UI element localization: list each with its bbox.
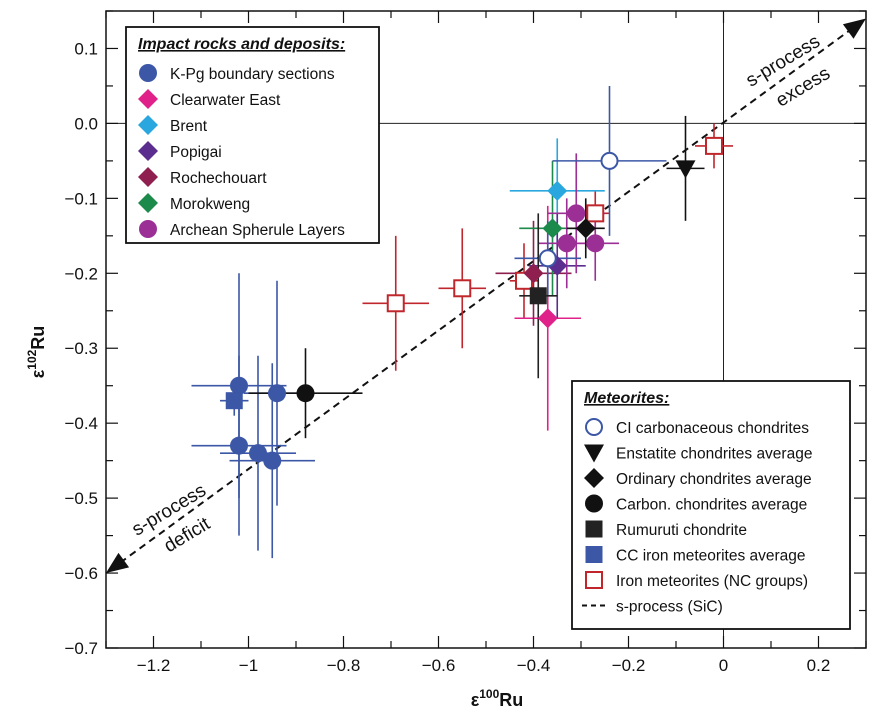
y-tick-label-7: −0.6 bbox=[64, 564, 98, 583]
data-point-5-0 bbox=[547, 180, 568, 201]
legend-impact-marker-3 bbox=[138, 141, 158, 161]
legend-met-label-6: Iron meteorites (NC groups) bbox=[616, 573, 808, 590]
data-point-9-1 bbox=[557, 234, 576, 253]
data-point-6-0 bbox=[547, 255, 568, 276]
arrowhead-excess bbox=[842, 18, 866, 39]
legend-met-marker-3 bbox=[585, 494, 603, 513]
y-tick-label-4: −0.3 bbox=[64, 339, 98, 358]
legend-impact-label-6: Archean Spherule Layers bbox=[170, 222, 345, 239]
x-tick-label-2: −0.8 bbox=[327, 656, 361, 675]
data-point-0-2 bbox=[230, 436, 248, 455]
s-process-line bbox=[119, 28, 853, 564]
legend-met-label-7: s-process (SiC) bbox=[616, 599, 723, 616]
legend-impact-marker-1 bbox=[138, 89, 158, 109]
x-axis-label: ε100Ru bbox=[471, 687, 524, 710]
x-tick-label-5: −0.2 bbox=[612, 656, 646, 675]
data-point-3-4 bbox=[705, 136, 723, 155]
data-point-0-3 bbox=[249, 444, 267, 463]
x-tick-label-4: −0.4 bbox=[517, 656, 551, 675]
y-tick-label-6: −0.5 bbox=[64, 489, 98, 508]
legend-met-marker-4 bbox=[585, 520, 603, 538]
s-process-line-group bbox=[106, 18, 866, 574]
data-point-10-0 bbox=[600, 151, 619, 170]
data-point-9-0 bbox=[567, 204, 586, 223]
y-tick-label-2: −0.1 bbox=[64, 189, 98, 208]
y-tick-label-1: 0.0 bbox=[74, 114, 98, 133]
data-point-13-0 bbox=[675, 160, 696, 179]
legend-impact: Impact rocks and deposits: K-Pg boundary … bbox=[125, 26, 380, 244]
legend-met-box bbox=[571, 380, 851, 630]
legend-impact-label-1: Clearwater East bbox=[170, 92, 281, 109]
x-tick-label-1: −1 bbox=[239, 656, 258, 675]
x-tick-label-7: 0.2 bbox=[807, 656, 831, 675]
legend-impact-label-5: Morokweng bbox=[170, 196, 250, 213]
legend-impact-marker-0 bbox=[139, 64, 157, 82]
legend-met-marker-6 bbox=[585, 571, 603, 589]
legend-met-label-2: Ordinary chondrites average bbox=[616, 471, 812, 488]
y-tick-label-8: −0.7 bbox=[64, 639, 98, 658]
data-point-0-1 bbox=[268, 384, 286, 403]
y-tick-label-0: 0.1 bbox=[74, 39, 98, 58]
legend-met-label-0: CI carbonaceous chondrites bbox=[616, 420, 809, 437]
data-point-1-0 bbox=[225, 392, 243, 410]
data-point-3-0 bbox=[386, 294, 405, 313]
data-point-11-0 bbox=[575, 218, 596, 239]
legend-meteorites-title: Meteorites: bbox=[584, 390, 669, 407]
legend-impact-label-2: Brent bbox=[170, 118, 208, 135]
data-point-8-0 bbox=[542, 218, 563, 239]
data-point-0-4 bbox=[263, 451, 282, 470]
y-tick-label-5: −0.4 bbox=[64, 414, 98, 433]
data-point-2-0 bbox=[296, 384, 315, 403]
legend-impact-label-4: Rochechouart bbox=[170, 170, 267, 187]
legend-impact-marker-5 bbox=[138, 193, 158, 213]
y-axis-label: ε102Ru bbox=[25, 326, 48, 379]
data-point-9-2 bbox=[586, 234, 605, 253]
legend-met-label-1: Enstatite chondrites average bbox=[616, 446, 812, 463]
data-point-3-3 bbox=[586, 204, 605, 223]
y-tick-label-3: −0.2 bbox=[64, 264, 98, 283]
data-point-4-0 bbox=[537, 308, 558, 329]
data-point-7-0 bbox=[523, 263, 544, 284]
legend-meteorites: Meteorites: CI carbonaceous chondrites Ens… bbox=[571, 380, 851, 630]
legend-impact-label-3: Popigai bbox=[170, 144, 222, 161]
arrowhead-deficit bbox=[106, 552, 130, 574]
legend-met-label-4: Rumuruti chondrite bbox=[616, 522, 747, 539]
data-point-3-1 bbox=[453, 279, 472, 298]
legend-impact-marker-6 bbox=[139, 220, 157, 238]
data-point-12-0 bbox=[529, 287, 547, 305]
legend-met-marker-5 bbox=[585, 546, 603, 563]
x-tick-label-3: −0.6 bbox=[422, 656, 456, 675]
legend-met-marker-0 bbox=[585, 418, 603, 436]
legend-impact-label-0: K-Pg boundary sections bbox=[170, 66, 335, 83]
legend-impact-box bbox=[125, 26, 380, 244]
data-point-0-0 bbox=[230, 376, 248, 395]
x-tick-label-6: 0 bbox=[719, 656, 728, 675]
x-tick-label-0: −1.2 bbox=[137, 656, 171, 675]
legend-impact-title: Impact rocks and deposits: bbox=[138, 36, 345, 53]
data-markers bbox=[225, 136, 723, 470]
legend-met-label-5: CC iron meteorites average bbox=[616, 548, 806, 565]
legend-impact-marker-2 bbox=[138, 115, 158, 135]
legend-impact-marker-4 bbox=[138, 167, 158, 187]
legend-met-marker-2 bbox=[584, 468, 604, 488]
legend-met-label-3: Carbon. chondrites average bbox=[616, 497, 807, 514]
legend-met-marker-1 bbox=[584, 444, 604, 463]
axes: −1.2 −1 −0.8 −0.6 −0.4 −0.2 0 0.2 0.1 0.0 −0.1 −0.2… bbox=[64, 10, 867, 675]
data-point-10-1 bbox=[538, 249, 557, 268]
